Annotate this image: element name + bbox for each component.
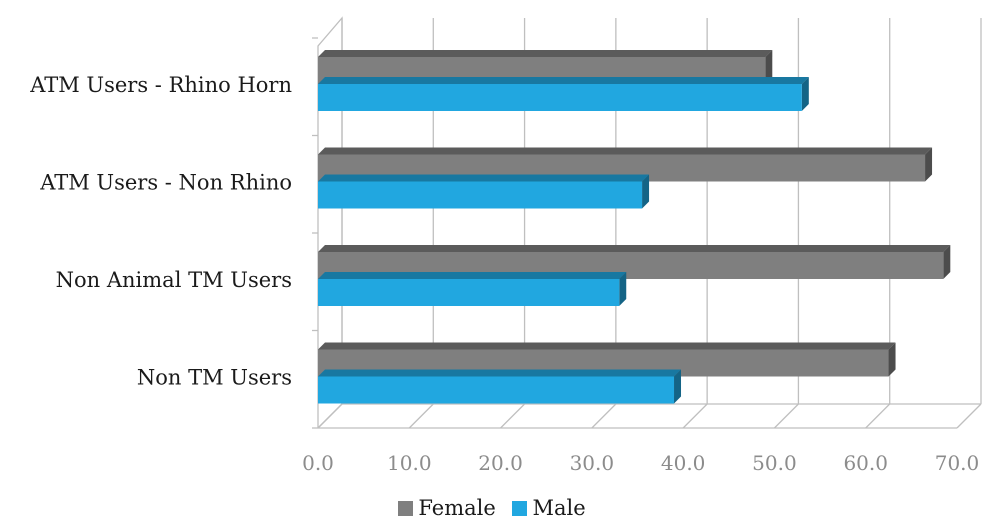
floor-gridline-3 [591, 403, 617, 429]
x-tick-label-1: 10.0 [387, 451, 432, 475]
bar-male-0 [318, 77, 809, 111]
category-label-1: ATM Users - Non Rhino [39, 171, 292, 195]
x-tick-label-7: 70.0 [935, 451, 980, 475]
bars [318, 50, 951, 404]
category-labels: ATM Users - Rhino Horn ATM Users - Non Rh… [29, 73, 292, 390]
floor-gridline-7 [956, 403, 982, 429]
legend-item-male: Male [512, 496, 586, 520]
floor-gridline-6 [865, 403, 891, 429]
x-tick-label-2: 20.0 [478, 451, 523, 475]
floor-gridline-2 [500, 403, 526, 429]
x-tick-label-0: 0.0 [302, 451, 334, 475]
x-tick-label-3: 30.0 [570, 451, 615, 475]
x-tick-labels: 0.0 10.0 20.0 30.0 40.0 50.0 60.0 70.0 [302, 451, 979, 475]
bar-male-1 [318, 174, 650, 209]
x-tick-label-5: 50.0 [752, 451, 797, 475]
legend-label-female: Female [418, 496, 496, 520]
floor-gridline-4 [682, 403, 708, 429]
x-tick-label-6: 60.0 [843, 451, 888, 475]
legend-swatch-female [398, 500, 414, 516]
bar-male-2 [318, 272, 627, 306]
floor-gridline-5 [773, 403, 799, 429]
legend: Female Male [0, 496, 984, 521]
floor-gridline-1 [408, 403, 434, 429]
x-tick-label-4: 40.0 [661, 451, 706, 475]
category-label-2: Non Animal TM Users [56, 268, 292, 292]
category-label-0: ATM Users - Rhino Horn [29, 73, 292, 97]
legend-item-female: Female [398, 496, 496, 520]
legend-swatch-male [512, 500, 528, 516]
bar-female-2 [318, 245, 951, 279]
legend-label-male: Male [532, 496, 586, 520]
category-label-3: Non TM Users [137, 366, 292, 390]
bar-male-3 [318, 369, 682, 404]
